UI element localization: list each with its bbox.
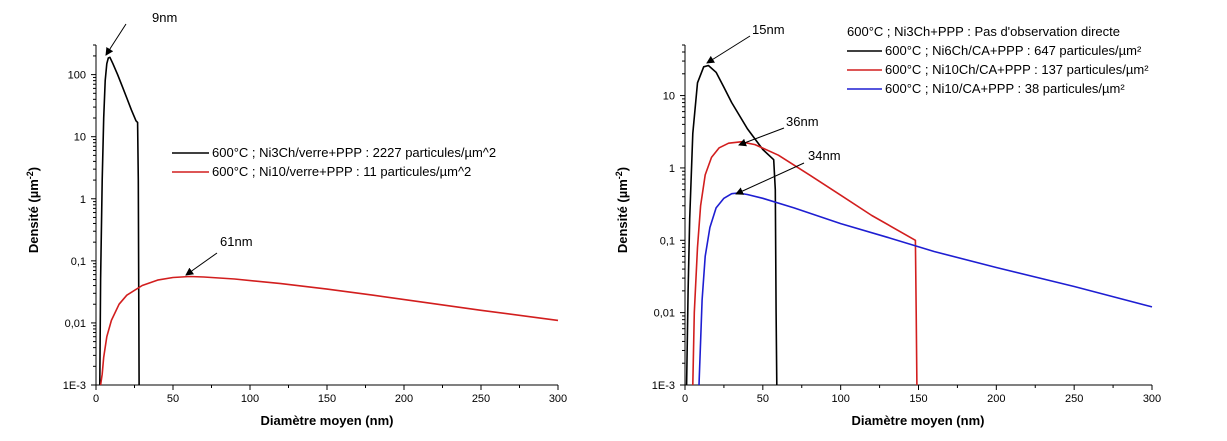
x-tick-label: 200 <box>395 393 413 405</box>
annotation-arrow-2 <box>738 127 785 147</box>
x-tick-label: 200 <box>987 393 1005 405</box>
legend-label-3: 600°C ; Ni10/CA+PPP : 38 particules/µm² <box>885 81 1125 96</box>
y-tick-label: 1 <box>669 163 675 175</box>
x-tick-label: 150 <box>909 393 927 405</box>
annotation-label-1: 15nm <box>752 22 785 37</box>
y-tick-label: 10 <box>74 132 86 144</box>
y-tick-label: 0,1 <box>660 235 675 247</box>
x-tick-label: 100 <box>831 393 849 405</box>
y-axis-title: Densité (µm-2) <box>25 167 41 253</box>
x-tick-label: 300 <box>549 393 567 405</box>
chart-panel-1: 0 50 100 150 200 250 3001E-30,010,1110100Diamè… <box>25 10 567 428</box>
y-axis-title-exponent: -2 <box>25 171 35 179</box>
legend-label-1: 600°C ; Ni6Ch/CA+PPP : 647 particules/µm… <box>885 43 1142 58</box>
y-axis-title-main: Densité (µm <box>615 179 630 253</box>
x-axis-title: Diamètre moyen (nm) <box>261 413 394 428</box>
legend-label-1: 600°C ; Ni3Ch/verre+PPP : 2227 particule… <box>212 145 496 160</box>
y-axis-title-main: Densité (µm <box>26 179 41 253</box>
series-line-1 <box>685 64 778 386</box>
annotation-arrow-3 <box>735 162 805 195</box>
chart-panel-2: 0 50 100 150 200 250 300 1E-3 0,01 0,1 1 10 Diamètre… <box>614 22 1161 428</box>
y-tick-label: 0,01 <box>654 308 675 320</box>
x-tick-label: 0 <box>682 393 688 405</box>
series-line-2 <box>99 275 559 386</box>
y-tick-label: 1E-3 <box>652 380 675 392</box>
series-line-3 <box>698 192 1153 386</box>
annotation-arrow-2 <box>185 252 218 276</box>
legend-label-2: 600°C ; Ni10/verre+PPP : 11 particules/µ… <box>212 164 471 179</box>
x-tick-label: 50 <box>757 393 769 405</box>
annotation-label-3: 34nm <box>808 148 841 163</box>
y-tick-label: 1 <box>80 194 86 206</box>
y-tick-label: 10 <box>663 91 675 103</box>
series-line-2 <box>692 141 918 386</box>
legend-label-2: 600°C ; Ni10Ch/CA+PPP : 137 particules/µ… <box>885 62 1149 77</box>
y-tick-label: 0,1 <box>71 256 86 268</box>
x-tick-label: 150 <box>318 393 336 405</box>
y-tick-label: 0,01 <box>65 318 86 330</box>
y-axis-title-exponent: -2 <box>614 171 624 179</box>
x-axis-title: Diamètre moyen (nm) <box>852 413 985 428</box>
annotation-label-2: 61nm <box>220 234 253 249</box>
legend-header: 600°C ; Ni3Ch+PPP : Pas d'observation di… <box>847 24 1120 39</box>
y-axis-title-close: ) <box>615 167 630 171</box>
x-tick-label: 100 <box>241 393 259 405</box>
y-axis-title-close: ) <box>26 167 41 171</box>
annotation-label-1: 9nm <box>152 10 177 25</box>
annotation-label-2: 36nm <box>786 114 819 129</box>
y-tick-label: 100 <box>68 70 86 82</box>
x-tick-label: 0 <box>93 393 99 405</box>
annotation-arrow-1 <box>105 23 127 56</box>
series-line-1 <box>99 56 140 386</box>
x-tick-label: 300 <box>1143 393 1161 405</box>
x-tick-label: 250 <box>1065 393 1083 405</box>
annotation-arrow-1 <box>706 35 751 64</box>
x-tick-label: 50 <box>167 393 179 405</box>
y-axis-title: Densité (µm-2) <box>614 167 630 253</box>
x-tick-label: 250 <box>472 393 490 405</box>
y-tick-label: 1E-3 <box>63 380 86 392</box>
